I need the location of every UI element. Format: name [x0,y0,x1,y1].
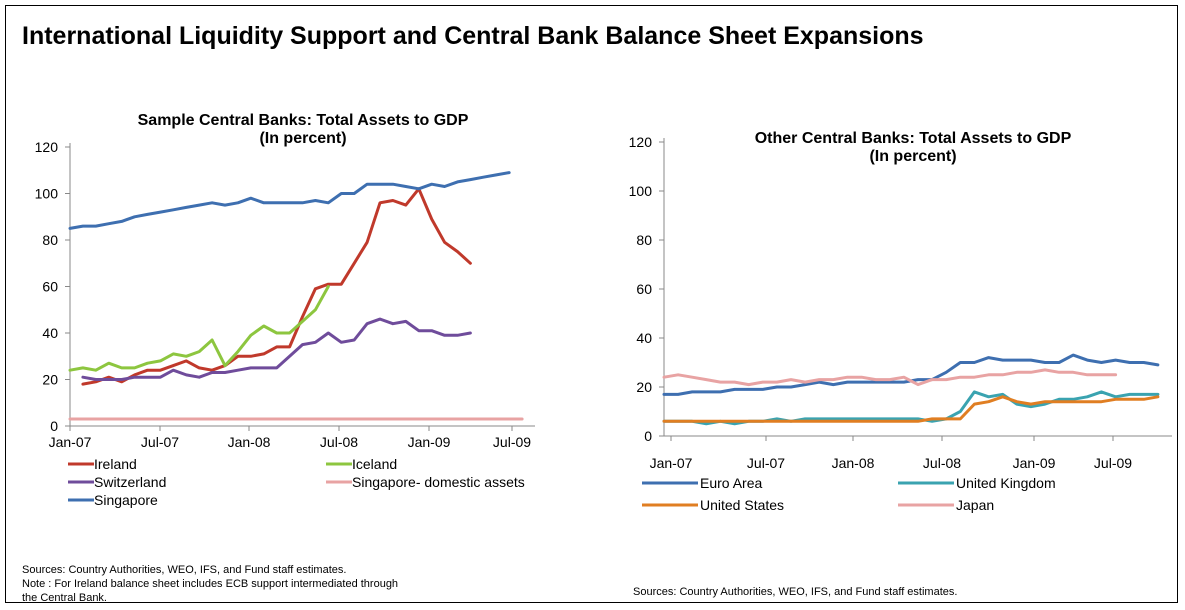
left-legend-label: Switzerland [94,474,166,490]
left-chart-subtitle: (In percent) [259,130,346,147]
right-x-tick-label: Jan-07 [650,455,693,471]
right-legend-label: Euro Area [700,475,762,491]
right-series-united-kingdom [662,390,1160,426]
right-y-tick-label: 120 [629,134,653,150]
left-y-tick-label: 100 [35,186,59,202]
left-y-tick-label: 40 [42,325,58,341]
right-x-tick-label: Jul-08 [923,455,961,471]
right-legend-label: Japan [956,497,994,513]
left-y-tick-label: 60 [42,279,58,295]
left-y-tick-label: 0 [50,418,58,434]
right-series-united-states [662,395,1160,423]
page-title: International Liquidity Support and Cent… [22,22,924,50]
left-y-tick-label: 20 [42,372,58,388]
left-x-tick-label: Jul-09 [493,434,531,450]
left-series-singapore [68,171,511,230]
left-legend-label: Ireland [94,456,137,472]
right-x-tick-label: Jul-09 [1094,455,1132,471]
left-series-switzerland [81,317,472,381]
left-x-tick-label: Jul-08 [320,434,358,450]
left-x-tick-label: Jan-07 [49,434,92,450]
right-chart-subtitle: (In percent) [869,148,956,165]
right-x-tick-label: Jul-07 [747,455,785,471]
left-x-tick-label: Jul-07 [141,434,179,450]
left-y-tick-label: 80 [42,232,58,248]
right-legend-label: United Kingdom [956,475,1056,491]
left-series-iceland [68,285,330,372]
left-chart-title: Sample Central Banks: Total Assets to GD… [138,112,469,129]
left-series-ireland [81,187,472,386]
right-series-japan [662,368,1118,387]
right-y-tick-label: 0 [644,428,652,444]
figure-frame [5,5,1178,603]
left-x-tick-label: Jan-09 [408,434,451,450]
left-x-tick-label: Jan-08 [228,434,271,450]
left-legend-label: Singapore [94,492,158,508]
right-legend-label: United States [700,497,784,513]
right-y-tick-label: 40 [636,330,652,346]
left-legend-label: Iceland [352,456,397,472]
right-y-tick-label: 60 [636,281,652,297]
right-y-tick-label: 20 [636,379,652,395]
right-sources: Sources: Country Authorities, WEO, IFS, … [633,586,958,598]
right-x-tick-label: Jan-09 [1013,455,1056,471]
left-legend-label: Singapore- domestic assets [352,474,525,490]
right-x-tick-label: Jan-08 [832,455,875,471]
right-y-tick-label: 80 [636,232,652,248]
right-chart-title: Other Central Banks: Total Assets to GDP [755,130,1072,147]
left-sources: Sources: Country Authorities, WEO, IFS, … [22,564,347,576]
left-y-tick-label: 120 [35,139,59,155]
right-y-tick-label: 100 [629,183,653,199]
left-note: Note : For Ireland balance sheet include… [22,578,399,604]
